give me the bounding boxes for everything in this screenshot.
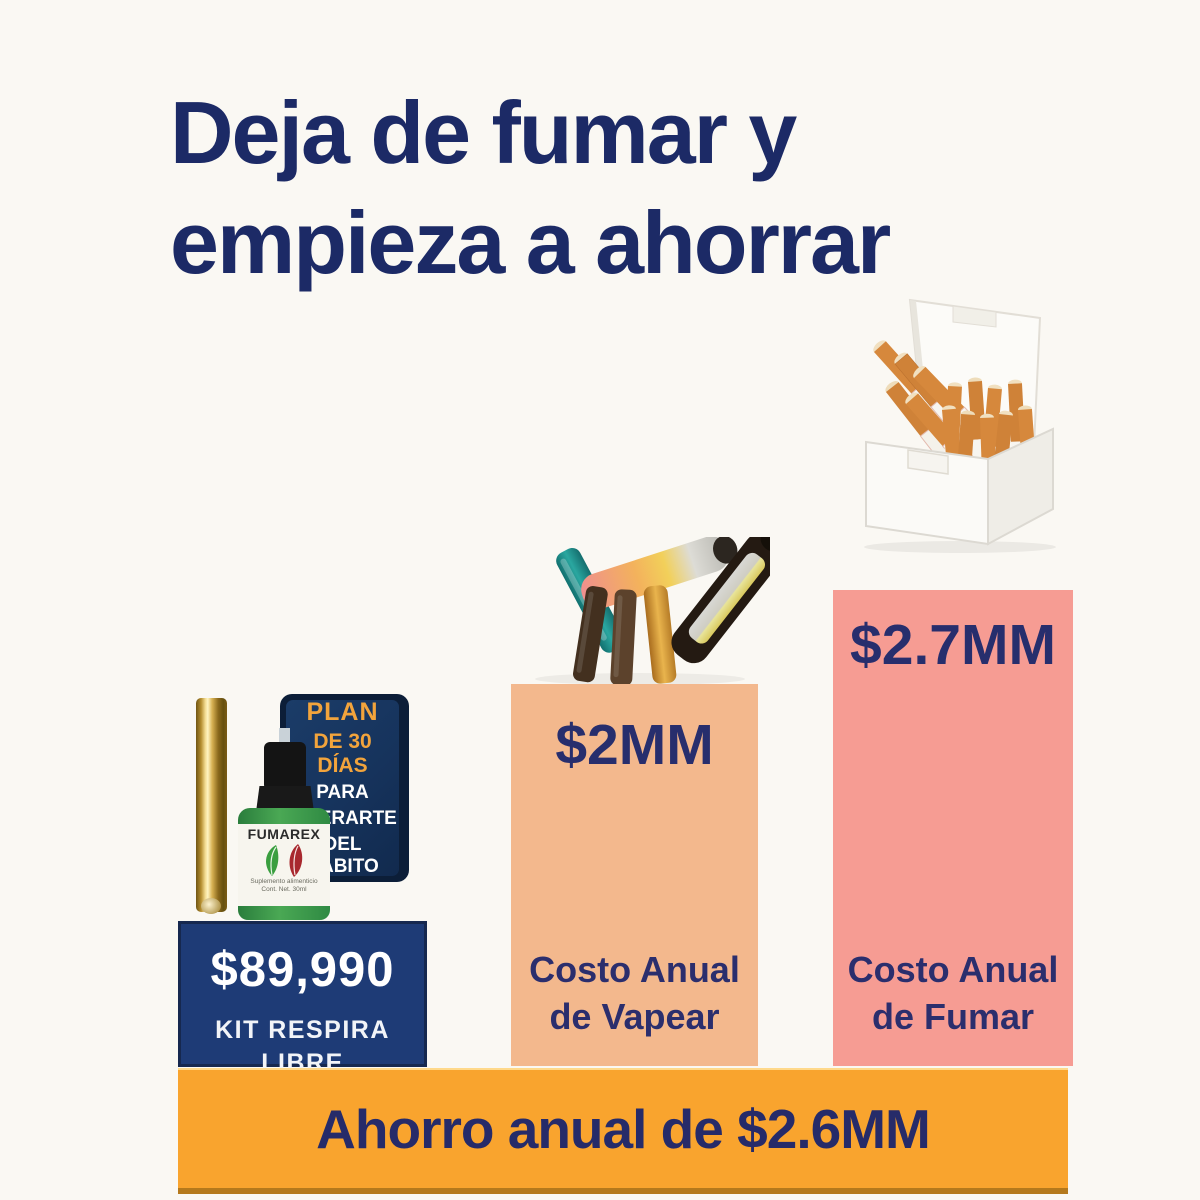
bar-kit-respira-libre: $89,990 KIT RESPIRA LIBRE: [178, 921, 427, 1077]
vape-pens-art: [535, 434, 859, 686]
spray-collar: [256, 786, 314, 812]
vape-cost-value: $2MM: [555, 713, 714, 777]
title-line-1: Deja de fumar y: [170, 83, 797, 182]
page-title: Deja de fumar y empieza a ahorrar: [170, 78, 891, 298]
smoke-cost-value: $2.7MM: [850, 613, 1056, 677]
title-line-2: empieza a ahorrar: [170, 193, 891, 292]
smoke-caption-line-1: Costo Anual: [847, 949, 1059, 990]
tablet-line-para: PARA: [316, 782, 369, 803]
cigarette-box-art: [864, 298, 1056, 553]
inhaler-tube-image: [196, 698, 227, 914]
bottle-subtext-1: Suplemento alimenticio: [250, 878, 318, 885]
cigarette-box-image: [848, 294, 1066, 554]
bar-smoking-cost: $2.7MM Costo Anual de Fumar: [833, 590, 1073, 1066]
kit-label: KIT RESPIRA LIBRE: [181, 1014, 424, 1080]
vape-pens-image: [515, 434, 859, 687]
kit-label-line-1: KIT RESPIRA: [215, 1016, 390, 1044]
bar-vaping-cost: $2MM Costo Anual de Vapear: [511, 684, 758, 1066]
vape-cost-caption: Costo Anual de Vapear: [511, 946, 758, 1040]
leaves-icon: [266, 844, 303, 877]
smoke-cost-caption: Costo Anual de Fumar: [833, 946, 1073, 1040]
savings-banner-text: Ahorro anual de $2.6MM: [316, 1098, 931, 1160]
tablet-line-days: DE 30 DÍAS: [313, 730, 372, 777]
bottle-body: FUMAREX Suplemento alimenticio Cont. Net…: [238, 808, 330, 920]
vape-caption-line-2: de Vapear: [549, 996, 720, 1037]
smoke-caption-line-2: de Fumar: [871, 996, 1035, 1037]
spray-head: [264, 742, 306, 788]
vape-caption-line-1: Costo Anual: [529, 949, 740, 990]
bottle-subtext-2: Cont. Net. 30ml: [261, 886, 307, 893]
bottle-label: FUMAREX Suplemento alimenticio Cont. Net…: [238, 824, 330, 906]
fumarex-bottle-image: FUMAREX Suplemento alimenticio Cont. Net…: [238, 728, 330, 920]
bottle-brand: FUMAREX: [247, 826, 321, 842]
savings-banner: Ahorro anual de $2.6MM: [178, 1068, 1068, 1194]
tablet-line-plan: PLAN: [306, 698, 379, 726]
kit-price: $89,990: [210, 943, 395, 997]
spray-stem: [279, 728, 290, 746]
